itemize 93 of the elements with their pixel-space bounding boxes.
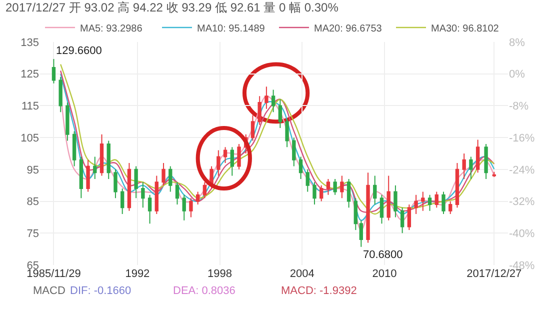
candlestick — [250, 114, 255, 142]
y2-tick-label: 8% — [509, 36, 526, 49]
candlestick — [333, 178, 337, 196]
candlestick — [400, 207, 404, 234]
y2-tick-label: -32% — [509, 196, 535, 208]
candlestick — [168, 166, 172, 192]
x-tick-label: 2004 — [290, 268, 314, 280]
annotation: 70.6800 — [363, 249, 403, 261]
candlestick — [407, 204, 412, 230]
candlestick — [127, 162, 132, 212]
candlestick — [216, 150, 220, 176]
candlestick — [148, 194, 152, 224]
y2-tick-label: -40% — [509, 228, 535, 240]
legend-label: MA5: 93.2986 — [80, 23, 143, 34]
candlestick — [52, 58, 56, 84]
candlestick — [298, 156, 303, 180]
chart-title: 2017/12/27 开 93.02 高 94.22 收 93.29 低 92.61 量 0 幅 0.30% — [6, 0, 339, 15]
candlestick — [72, 130, 76, 167]
y-tick-label: 105 — [20, 132, 39, 144]
candlestick — [326, 178, 330, 196]
y-tick-label: 125 — [20, 68, 39, 81]
candlestick — [462, 153, 466, 180]
candlestick — [455, 162, 460, 208]
candlestick — [230, 146, 234, 176]
candlestick — [428, 194, 432, 212]
candlestick — [492, 171, 496, 178]
candlestick — [340, 175, 344, 199]
candlestick — [258, 96, 262, 126]
candlestick — [196, 191, 200, 205]
y-tick-label: 75 — [26, 228, 39, 240]
candlestick — [93, 156, 97, 180]
candlestick — [100, 134, 104, 176]
x-tick-label: 1985/11/29 — [26, 268, 81, 280]
candlestick — [359, 220, 363, 248]
candlestick — [106, 140, 110, 180]
candlestick — [86, 159, 90, 192]
legend-label: MA20: 96.6753 — [314, 23, 382, 34]
annotation: 129.6600 — [56, 45, 102, 57]
candlestick — [154, 175, 158, 215]
candlestick — [434, 191, 438, 208]
y2-tick-label: -24% — [509, 164, 535, 176]
y2-tick-label: -16% — [509, 132, 535, 144]
x-tick-label: 1998 — [208, 268, 232, 280]
y2-tick-label: 0% — [509, 68, 526, 81]
candlestick — [114, 168, 118, 199]
candlestick — [346, 178, 351, 208]
candlestick — [175, 182, 180, 205]
y-tick-label: 85 — [26, 196, 39, 208]
candlestick — [66, 102, 70, 142]
candlestick — [202, 182, 207, 199]
text: DEA: 0.8036 — [173, 285, 236, 297]
text: DIF: -0.1660 — [70, 285, 132, 297]
candlestick — [421, 191, 425, 212]
candlestick — [373, 175, 377, 205]
candlestick — [448, 200, 452, 215]
y2-tick-label: -8% — [509, 100, 529, 113]
candlestick — [380, 194, 384, 224]
candlestick — [292, 137, 296, 167]
candlestick — [442, 191, 446, 215]
candlestick — [306, 168, 310, 192]
candlestick — [134, 166, 138, 199]
candlestick — [320, 184, 324, 202]
candlestick — [414, 194, 418, 215]
y-tick-label: 95 — [26, 164, 39, 176]
text: MACD — [33, 285, 66, 297]
candlestick — [312, 182, 316, 205]
text: MACD: -1.9392 — [281, 285, 357, 297]
candlestick — [141, 182, 145, 208]
candlestick — [484, 143, 488, 180]
candlestick — [223, 146, 228, 164]
candlestick — [366, 172, 370, 244]
y-tick-label: 115 — [21, 100, 39, 113]
candlestick — [237, 143, 241, 170]
candlestick — [469, 156, 473, 180]
candlestick — [189, 198, 193, 218]
candlestick — [182, 194, 186, 221]
candlestick — [278, 98, 282, 129]
legend-label: MA10: 95.1489 — [197, 23, 266, 34]
candlestick — [394, 184, 398, 218]
candlestick — [271, 89, 276, 113]
legend-label: MA30: 96.8102 — [431, 23, 500, 34]
candlestick — [354, 198, 358, 230]
candlestick — [58, 76, 62, 113]
candlestick — [264, 86, 268, 110]
candlestick — [79, 156, 84, 199]
candlestick — [162, 162, 166, 186]
y-tick-label: 135 — [20, 36, 39, 49]
candlestick — [386, 175, 390, 221]
x-tick-label: 1992 — [125, 268, 150, 280]
candlestick — [476, 139, 480, 174]
candlestick — [120, 188, 124, 215]
x-tick-label: 2010 — [372, 268, 397, 280]
candlestick — [285, 118, 289, 148]
